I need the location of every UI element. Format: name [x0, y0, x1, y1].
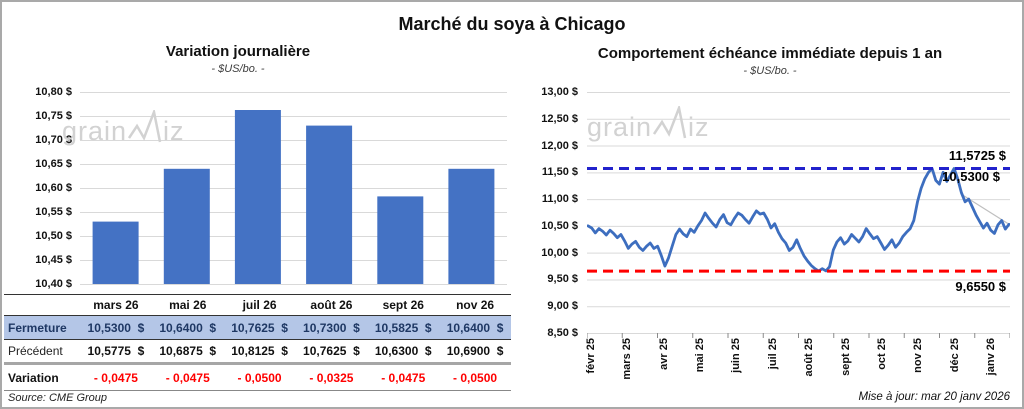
line-y-tick-label: 11,00 $	[541, 193, 578, 206]
line-y-tick-label: 10,50 $	[541, 219, 578, 232]
bar-y-tick-label: 10,60 $	[35, 182, 72, 194]
line-x-tick-label: août 25	[803, 338, 816, 377]
update-note: Mise à jour: mar 20 janv 2026	[858, 391, 1011, 403]
table-value: 10,7625 $	[231, 320, 288, 335]
line-chart-title: Comportement échéance immédiate depuis 1…	[597, 45, 943, 62]
table-header-row: mars 26 mai 26 juil 26 août 26 sept 26 nov 26	[4, 295, 511, 315]
table-value: 10,8125 $	[231, 344, 288, 358]
last-price-label: 10,5300 $	[942, 169, 1000, 184]
month-header: juil 26	[242, 298, 277, 312]
bar-y-tick-label: 10,80 $	[35, 86, 72, 98]
line-y-tick-label: 9,50 $	[547, 273, 578, 286]
row-label: Précédent	[8, 344, 63, 358]
year-low-label: 9,6550 $	[955, 279, 1006, 294]
bar-chart-title: Variation journalière	[165, 43, 311, 60]
line-plot	[587, 92, 1010, 338]
table-value: - 0,0475	[381, 370, 426, 385]
bar-y-tick-label: 10,50 $	[35, 230, 72, 242]
line-y-tick-label: 8,50 $	[547, 327, 578, 339]
line-x-tick-label: mars 25	[621, 338, 634, 380]
bar-y-axis: 10,80 $ 10,75 $ 10,70 $ 10,65 $ 10,60 $ 10,55…	[14, 2, 72, 302]
table-value: 10,6900 $	[446, 344, 504, 358]
line-x-tick-label: févr 25	[585, 338, 597, 374]
bar-chart-subtitle: - $US/bo. -	[211, 63, 265, 75]
table-row-close: Fermeture 10,5300 $ 10,6400 $ 10,7625 $ 10,7…	[4, 315, 511, 339]
table-value: 10,6400 $	[159, 320, 217, 335]
month-header: août 26	[310, 298, 353, 312]
watermark-spike-icon	[653, 106, 687, 139]
table-row-variation: Variation - 0,0475 - 0,0475 - 0,0500 - 0,032…	[4, 362, 511, 391]
table-value: 10,5775 $	[87, 344, 145, 358]
row-label: Fermeture	[8, 320, 67, 335]
line-x-tick-label: janv 26	[984, 338, 997, 376]
watermark-text: iz	[688, 112, 710, 142]
table-value: 10,5300 $	[87, 320, 145, 335]
bar-plot	[80, 92, 507, 285]
line-x-tick-label: mai 25	[694, 338, 707, 373]
table-value: - 0,0500	[237, 370, 282, 385]
watermark-text: grain	[587, 112, 653, 142]
line-y-tick-label: 10,00 $	[541, 246, 578, 259]
table-value: 10,7300 $	[303, 320, 360, 335]
month-header: nov 26	[456, 298, 495, 312]
line-y-axis: 13,00 $ 12,50 $ 12,00 $ 11,50 $ 11,00 $ 10,50…	[520, 2, 578, 342]
line-y-tick-label: 11,50 $	[541, 166, 578, 179]
table-value: 10,7625 $	[303, 344, 360, 358]
table-row-previous: Précédent 10,5775 $ 10,6875 $ 10,8125 $ 10,7…	[4, 339, 511, 362]
line-x-tick-label: sept 25	[839, 338, 852, 376]
month-header: mars 26	[93, 298, 139, 312]
year-high-label: 11,5725 $	[948, 148, 1006, 163]
bar-y-tick-label: 10,65 $	[35, 158, 72, 170]
line-y-tick-label: 13,00 $	[541, 86, 578, 98]
table-value: 10,5825 $	[374, 320, 432, 335]
summary-table: mars 26 mai 26 juil 26 août 26 sept 26 nov 26…	[4, 294, 511, 391]
table-value: - 0,0475	[93, 370, 138, 385]
table-value: - 0,0325	[309, 370, 354, 385]
watermark-text: grain	[62, 116, 128, 146]
line-chart-subtitle: - $US/bo. -	[743, 65, 797, 77]
table-value: - 0,0500	[453, 370, 498, 385]
line-x-tick-label: déc 25	[948, 338, 961, 373]
bar-y-tick-label: 10,55 $	[35, 206, 72, 218]
table-value: 10,6400 $	[446, 320, 504, 335]
line-x-tick-label: oct 25	[875, 338, 888, 370]
line-x-tick-label: juil 25	[766, 338, 779, 370]
grainwiz-watermark: grain iz	[62, 110, 185, 146]
grainwiz-watermark: grain iz	[587, 106, 710, 142]
bar-y-tick-label: 10,70 $	[35, 134, 72, 146]
line-y-tick-label: 12,50 $	[541, 112, 578, 125]
page-title: Marché du soya à Chicago	[398, 14, 626, 34]
bar-y-tick-label: 10,75 $	[35, 110, 72, 122]
month-header: sept 26	[382, 298, 424, 312]
watermark-text: iz	[163, 116, 185, 146]
watermark-spike-icon	[128, 110, 162, 143]
line-x-tick-label: juin 25	[730, 338, 743, 373]
row-label: Variation	[8, 370, 59, 385]
bar-y-tick-label: 10,45 $	[35, 254, 72, 266]
table-value: 10,6300 $	[374, 344, 432, 358]
month-header: mai 26	[169, 298, 207, 312]
line-y-tick-label: 9,00 $	[547, 300, 578, 313]
bar-y-tick-label: 10,40 $	[35, 278, 72, 290]
source-note: Source: CME Group	[8, 392, 108, 404]
table-value: - 0,0475	[165, 370, 210, 385]
line-x-tick-label: avr 25	[657, 338, 670, 370]
line-x-tick-label: nov 25	[912, 338, 925, 373]
line-y-tick-label: 12,00 $	[541, 139, 578, 152]
table-value: 10,6875 $	[159, 344, 217, 358]
